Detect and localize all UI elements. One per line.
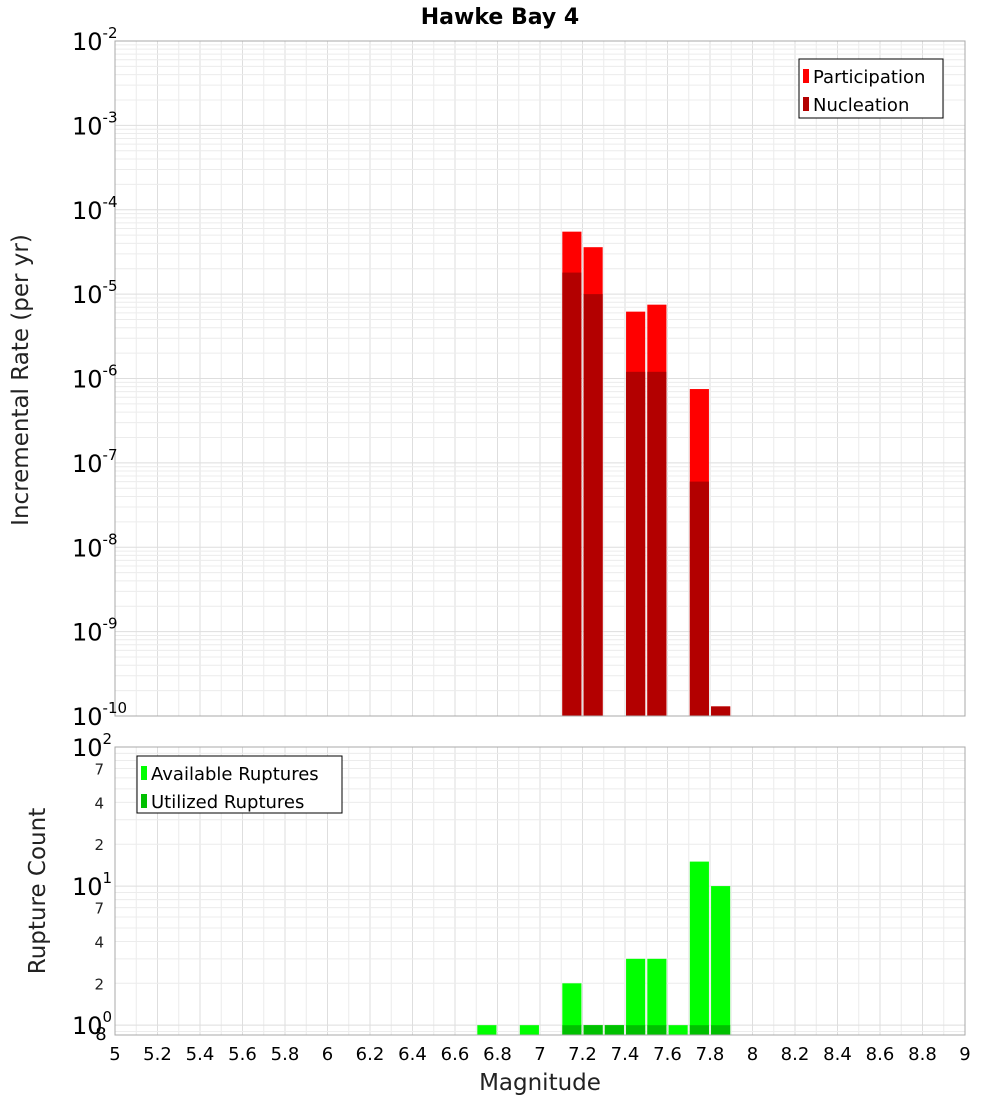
magnitude-tick-label: 7.4 — [611, 1044, 640, 1065]
magnitude-tick-label: 7.8 — [696, 1044, 725, 1065]
available-ruptures-bar — [519, 1025, 539, 1035]
magnitude-tick-label: 8.6 — [866, 1044, 895, 1065]
count-y-tick-label: 100 — [72, 1008, 112, 1040]
rate-legend-label: Nucleation — [813, 95, 909, 116]
count-legend-box — [136, 755, 343, 814]
magnitude-tick-label: 7 — [534, 1044, 545, 1065]
magnitude-tick-label: 5.4 — [186, 1044, 215, 1065]
rate-legend-box — [798, 58, 944, 119]
magnitude-tick-label: 8.2 — [781, 1044, 810, 1065]
rate-y-tick-label: 10-8 — [72, 530, 118, 562]
count-panel: 102 101 100 7 4 2 7 4 2 8 Rupture Count Available… — [25, 730, 971, 1096]
rate-y-ticks: 10-2 10-3 10-4 10-5 10-6 10-7 10-8 10-9 10-10 — [72, 24, 127, 731]
rate-y-tick-label: 10-4 — [72, 193, 118, 225]
count-y-bottom-tick-label: 8 — [95, 1024, 106, 1045]
magnitude-tick-label: 9 — [959, 1044, 970, 1065]
magnitude-tick-label: 8.8 — [908, 1044, 937, 1065]
available-ruptures-bar — [562, 983, 582, 1035]
available-ruptures-bar — [689, 861, 709, 1035]
count-legend-swatch — [141, 794, 147, 808]
rate-y-tick-label: 10-2 — [72, 24, 118, 56]
rate-y-tick-label: 10-6 — [72, 362, 118, 394]
count-y-minor-tick-label: 2 — [94, 975, 104, 993]
utilized-ruptures-bar — [583, 1025, 603, 1035]
count-y-axis-label: Rupture Count — [25, 808, 51, 974]
utilized-ruptures-bar — [711, 1025, 731, 1035]
nucleation-bar — [583, 294, 603, 716]
available-ruptures-bar — [647, 958, 667, 1035]
rate-panel-bars — [562, 231, 731, 716]
count-y-tick-label: 102 — [72, 730, 112, 762]
magnitude-tick-label: 6.4 — [398, 1044, 427, 1065]
nucleation-bar — [647, 371, 667, 716]
nucleation-bar — [711, 706, 731, 716]
count-y-minor-tick-label: 2 — [94, 836, 104, 854]
available-ruptures-bar — [711, 886, 731, 1035]
rate-legend: Participation Nucleation — [798, 58, 944, 119]
magnitude-x-ticks: 5 5.2 5.4 5.6 5.8 6 6.2 6.4 6.6 6.8 7 7.2 7.4 7.6 7.8 8… — [109, 1044, 970, 1065]
rate-legend-label: Participation — [813, 67, 925, 88]
nucleation-bar — [626, 371, 646, 716]
magnitude-tick-label: 7.2 — [568, 1044, 597, 1065]
count-y-minor-tick-label: 7 — [94, 900, 104, 918]
rate-y-tick-label: 10-10 — [72, 699, 127, 731]
magnitude-x-axis-label: Magnitude — [479, 1070, 601, 1096]
count-legend-label: Available Ruptures — [151, 764, 319, 785]
magnitude-tick-label: 5.2 — [143, 1044, 172, 1065]
chart-title: Hawke Bay 4 — [421, 5, 579, 30]
count-legend-swatch — [141, 766, 147, 780]
available-ruptures-bar — [626, 958, 646, 1035]
available-ruptures-bar — [477, 1025, 497, 1035]
count-y-minor-tick-label: 4 — [94, 794, 104, 812]
utilized-ruptures-bar — [647, 1025, 667, 1035]
rate-y-axis-label: Incremental Rate (per yr) — [8, 234, 34, 526]
utilized-ruptures-bar — [604, 1025, 624, 1035]
nucleation-bar — [689, 481, 709, 716]
magnitude-tick-label: 7.6 — [653, 1044, 682, 1065]
count-panel-frame — [114, 746, 966, 1036]
count-y-minor-tick-label: 4 — [94, 933, 104, 951]
count-panel-bars — [477, 861, 731, 1035]
magnitude-tick-label: 5 — [109, 1044, 120, 1065]
count-legend-label: Utilized Ruptures — [151, 792, 304, 813]
count-legend: Available Ruptures Utilized Ruptures — [136, 755, 343, 814]
count-y-tick-label: 101 — [72, 869, 112, 901]
count-y-ticks: 102 101 100 7 4 2 7 4 2 8 — [72, 730, 112, 1045]
rate-y-tick-label: 10-9 — [72, 615, 118, 647]
utilized-ruptures-bar — [626, 1025, 646, 1035]
utilized-ruptures-bar — [689, 1025, 709, 1035]
magnitude-tick-label: 6.2 — [356, 1044, 385, 1065]
rate-legend-swatch — [803, 69, 809, 83]
rate-panel-frame — [114, 40, 966, 717]
rate-y-tick-label: 10-5 — [72, 277, 118, 309]
magnitude-tick-label: 8.4 — [823, 1044, 852, 1065]
rate-y-tick-label: 10-3 — [72, 108, 118, 140]
rate-panel: 10-2 10-3 10-4 10-5 10-6 10-7 10-8 10-9 10-10 In… — [8, 24, 966, 731]
count-y-minor-tick-label: 7 — [94, 761, 104, 779]
nucleation-bar — [562, 272, 582, 716]
magnitude-tick-label: 5.6 — [228, 1044, 257, 1065]
available-ruptures-bar — [668, 1025, 688, 1035]
rate-y-tick-label: 10-7 — [72, 446, 118, 478]
rate-panel-grid — [114, 40, 966, 717]
magnitude-tick-label: 6.8 — [483, 1044, 512, 1065]
magnitude-tick-label: 6.6 — [441, 1044, 470, 1065]
magnitude-tick-label: 5.8 — [271, 1044, 300, 1065]
magnitude-tick-label: 6 — [322, 1044, 333, 1065]
magnitude-tick-label: 8 — [747, 1044, 758, 1065]
utilized-ruptures-bar — [562, 1025, 582, 1035]
rate-legend-swatch — [803, 97, 809, 111]
